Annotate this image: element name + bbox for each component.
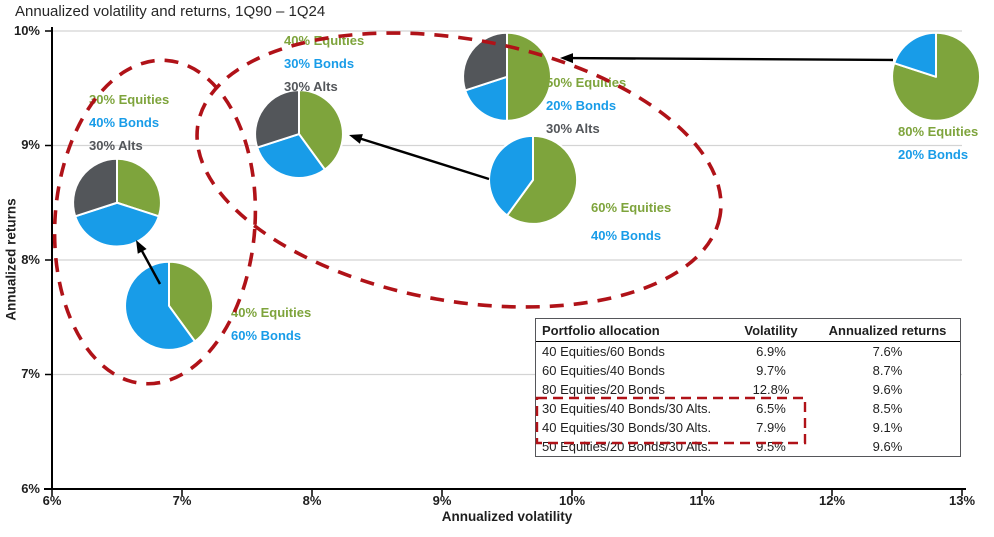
table-row: 80 Equities/20 Bonds 12.8% 9.6%: [536, 380, 960, 399]
table-header-volatility: Volatility: [744, 322, 798, 338]
pie-slice: [256, 133, 326, 179]
cell-returns: 8.5%: [872, 401, 903, 416]
pie-label-line-equities: 40% Equities: [231, 305, 312, 320]
table-row-highlighted: 40 Equities/30 Bonds/30 Alts. 7.9% 9.1%: [536, 418, 960, 437]
pie-marker-30-40-30: [72, 157, 162, 248]
pie-label-40-60: 40% Equities 60% Bonds: [231, 301, 311, 347]
cell-allocation: 40 Equities/30 Bonds/30 Alts.: [542, 420, 712, 435]
x-tick-8: 8%: [302, 493, 322, 508]
pie-slice: [506, 134, 579, 225]
cell-returns: 9.6%: [872, 382, 903, 397]
x-tick-10: 10%: [558, 493, 586, 508]
pie-slice: [72, 157, 118, 218]
cell-allocation: 80 Equities/20 Bonds: [542, 382, 665, 397]
cell-allocation: 60 Equities/40 Bonds: [542, 363, 665, 378]
arrow-shaft: [139, 248, 162, 285]
x-tick-11: 11%: [689, 493, 715, 508]
cell-volatility: 9.7%: [756, 363, 786, 378]
x-tick-13: 13%: [948, 493, 976, 508]
pie-slice: [893, 31, 937, 78]
y-tick-9: 9%: [21, 137, 40, 152]
pie-slice: [124, 260, 196, 351]
pie-label-50-20-30: 50% Equities 20% Bonds 30% Alts: [546, 71, 626, 140]
pie-marker-60-40: [488, 134, 579, 225]
pie-marker-80-20: [891, 31, 982, 122]
cell-volatility: 7.9%: [756, 420, 786, 435]
cell-allocation: 30 Equities/40 Bonds/30 Alts.: [542, 401, 712, 416]
pie-label-line-bonds: 30% Bonds: [284, 56, 355, 71]
pie-slice: [464, 75, 508, 122]
cell-allocation: 50 Equities/20 Bonds/30 Alts.: [542, 439, 712, 454]
pie-label-line-bonds: 60% Bonds: [231, 328, 302, 343]
cell-volatility: 9.5%: [756, 439, 786, 454]
cell-returns: 7.6%: [872, 344, 903, 359]
highlight-ellipse: [195, 31, 723, 309]
pie-slice: [462, 31, 508, 92]
pie-slice: [74, 201, 160, 248]
pie-marker-40-60: [124, 260, 215, 351]
pie-slice: [254, 89, 300, 149]
pie-marker-40-30-30: [254, 89, 344, 179]
pie-label-80-20: 80% Equities 20% Bonds: [898, 120, 978, 166]
pie-label-line-alts: 30% Alts: [546, 121, 600, 136]
y-tick-6: 6%: [21, 481, 40, 496]
pie-marker-50-20-30: [462, 31, 552, 122]
pie-slice: [298, 89, 344, 171]
x-tick-12: 12%: [818, 493, 846, 508]
table-header-row: Portfolio allocation Volatility Annualiz…: [536, 319, 960, 342]
cell-allocation: 40 Equities/60 Bonds: [542, 344, 665, 359]
cell-volatility: 6.5%: [756, 401, 786, 416]
pie-label-line-equities: 60% Equities: [591, 200, 672, 215]
pie-label-line-bonds: 20% Bonds: [898, 147, 969, 162]
table-row: 60 Equities/40 Bonds 9.7% 8.7%: [536, 361, 960, 380]
y-tick-7: 7%: [21, 366, 40, 381]
arrow-shaft: [358, 136, 490, 181]
table-header-allocation: Portfolio allocation: [542, 322, 660, 338]
pie-label-30-40-30: 30% Equities 40% Bonds 30% Alts: [89, 88, 169, 157]
arrow-shaft: [569, 56, 894, 62]
pie-slice: [116, 157, 162, 218]
pie-label-line-equities: 50% Equities: [546, 75, 627, 90]
x-axis-title: Annualized volatility: [441, 509, 573, 524]
pie-label-line-bonds: 40% Bonds: [591, 228, 662, 243]
arrow-head: [560, 53, 573, 64]
pie-label-line-bonds: 20% Bonds: [546, 98, 617, 113]
y-tick-10: 10%: [13, 23, 40, 38]
x-tick-6: 6%: [42, 493, 62, 508]
pie-label-line-alts: 30% Alts: [284, 79, 338, 94]
table-header-returns: Annualized returns: [828, 322, 947, 338]
table-row: 40 Equities/60 Bonds 6.9% 7.6%: [536, 342, 960, 361]
y-axis-title: Annualized returns: [3, 198, 19, 321]
arrow-head: [349, 134, 363, 144]
pie-slice: [488, 134, 534, 217]
cell-returns: 9.1%: [872, 420, 903, 435]
pie-label-line-equities: 30% Equities: [89, 92, 170, 107]
arrow-head: [136, 240, 147, 254]
cell-volatility: 12.8%: [752, 382, 790, 397]
table-row: 50 Equities/20 Bonds/30 Alts. 9.5% 9.6%: [536, 437, 960, 456]
cell-returns: 9.6%: [872, 439, 903, 454]
pie-slice: [506, 31, 552, 122]
pie-label-line-equities: 80% Equities: [898, 124, 979, 139]
pie-label-line-alts: 30% Alts: [89, 138, 143, 153]
pie-slice: [168, 260, 215, 343]
chart-title: Annualized volatility and returns, 1Q90 …: [15, 3, 326, 20]
pie-label-40-30-30: 40% Equities 30% Bonds 30% Alts: [284, 29, 364, 98]
table-row-highlighted: 30 Equities/40 Bonds/30 Alts. 6.5% 8.5%: [536, 399, 960, 418]
pie-slice: [891, 31, 982, 122]
x-tick-7: 7%: [172, 493, 192, 508]
cell-returns: 8.7%: [872, 363, 903, 378]
x-tick-9: 9%: [432, 493, 452, 508]
cell-volatility: 6.9%: [756, 344, 786, 359]
portfolio-table: Portfolio allocation Volatility Annualiz…: [535, 318, 961, 457]
pie-label-line-equities: 40% Equities: [284, 33, 365, 48]
pie-label-line-bonds: 40% Bonds: [89, 115, 160, 130]
y-tick-8: 8%: [21, 252, 40, 267]
pie-label-60-40: 60% Equities 40% Bonds: [591, 194, 671, 250]
